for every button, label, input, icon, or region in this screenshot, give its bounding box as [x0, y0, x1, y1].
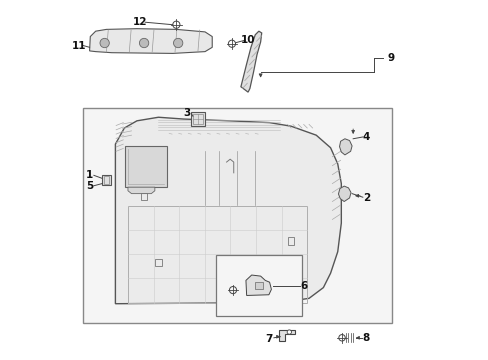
Circle shape — [139, 39, 148, 48]
Circle shape — [286, 330, 291, 334]
Bar — [103, 176, 109, 184]
Text: 5: 5 — [86, 181, 93, 192]
Bar — [128, 206, 306, 303]
Polygon shape — [278, 330, 295, 341]
Text: 12: 12 — [133, 17, 147, 27]
Polygon shape — [128, 187, 155, 194]
Bar — [141, 193, 147, 200]
Bar — [223, 259, 229, 266]
Bar — [215, 255, 301, 316]
Polygon shape — [89, 29, 212, 53]
Text: 6: 6 — [300, 281, 306, 291]
Text: 8: 8 — [362, 333, 369, 343]
Polygon shape — [339, 139, 351, 155]
Text: 9: 9 — [387, 53, 394, 63]
Polygon shape — [241, 31, 261, 92]
Polygon shape — [338, 186, 350, 202]
Text: 10: 10 — [241, 35, 255, 45]
Polygon shape — [245, 275, 271, 296]
Bar — [155, 259, 162, 266]
Bar — [254, 282, 262, 289]
Text: 4: 4 — [362, 132, 369, 142]
Text: 3: 3 — [183, 108, 190, 118]
Bar — [190, 112, 204, 126]
Text: 7: 7 — [264, 333, 272, 343]
Circle shape — [100, 39, 109, 48]
Bar — [102, 175, 111, 185]
Bar — [83, 108, 391, 323]
Circle shape — [173, 39, 183, 48]
Bar — [287, 237, 294, 244]
Polygon shape — [115, 117, 341, 304]
Text: 2: 2 — [362, 193, 369, 203]
Text: 11: 11 — [71, 41, 86, 50]
Bar — [192, 114, 203, 124]
Text: 1: 1 — [86, 170, 93, 180]
Bar — [125, 146, 166, 187]
